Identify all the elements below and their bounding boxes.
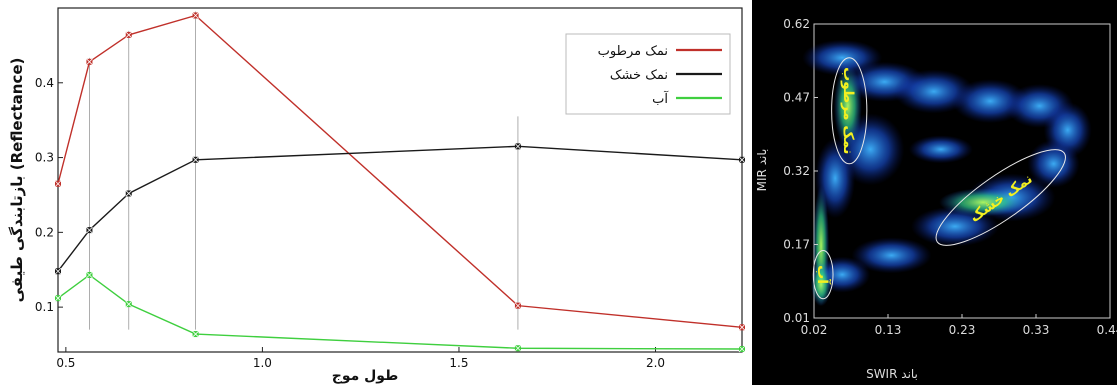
y-tick-label: 0.3 <box>35 151 54 165</box>
scatter-x-tick-label: 0.33 <box>1023 323 1050 337</box>
x-tick-label: 1.5 <box>449 356 468 370</box>
data-point-cross <box>192 156 199 164</box>
scatter-x-tick-label: 0.23 <box>949 323 976 337</box>
density-cluster <box>939 188 1028 217</box>
data-point-cross <box>514 143 522 150</box>
y-tick-label: 0.1 <box>35 300 54 314</box>
x-tick-label: 1.0 <box>253 356 272 370</box>
data-point-cross <box>192 330 199 338</box>
data-point-cross <box>125 300 133 308</box>
density-cluster <box>811 262 832 307</box>
legend-entry: نمک مرطوب <box>598 44 668 59</box>
series-line <box>57 274 743 350</box>
data-point-cross <box>738 324 746 331</box>
data-point-cross <box>738 156 746 164</box>
y-tick-label: 0.4 <box>35 76 54 90</box>
scatter-y-axis-label: MIR باند <box>755 149 769 192</box>
data-point-cross <box>86 226 93 234</box>
cluster-annotation: نمک مرطوب <box>831 57 868 165</box>
scatter-y-tick-label: 0.32 <box>783 164 810 178</box>
scatter-x-tick-label: 0.13 <box>875 323 902 337</box>
y-axis-label: بازتابندگی طیفی (Reflectance) <box>8 58 26 303</box>
scatter-y-tick-label: 0.17 <box>783 238 810 252</box>
x-axis-label: طول موج <box>332 368 399 384</box>
cluster-outline <box>935 149 1066 246</box>
scatter-x-tick-label: 0.44 <box>1097 323 1117 337</box>
series-line <box>57 145 743 272</box>
scatter-x-axis-label: SWIR باند <box>866 367 918 381</box>
data-point-cross <box>514 344 522 352</box>
cluster-outline <box>831 57 868 165</box>
data-point-cross <box>192 12 199 19</box>
series-line <box>57 14 743 329</box>
legend-entry: نمک خشک <box>610 68 668 83</box>
data-point-cross <box>86 271 93 279</box>
density-cluster <box>851 237 932 274</box>
cluster-label: آب <box>814 265 832 285</box>
data-point-cross <box>514 302 522 309</box>
legend: نمک مرطوب نمک خشک آب <box>565 33 731 115</box>
x-tick-label: 0.5 <box>56 356 75 370</box>
y-tick-label: 0.2 <box>35 225 54 239</box>
data-point-cross <box>125 31 133 39</box>
cluster-label: نمک مرطوب <box>840 67 856 154</box>
data-point-cross <box>54 180 62 188</box>
spectral-reflectance-chart: 0.5 1.0 1.5 2.0 0.1 0.2 0.3 0.4 بازتابندگی طیفی… <box>8 7 746 384</box>
data-point-cross <box>738 345 746 353</box>
data-point-cross <box>86 58 93 66</box>
density-cluster <box>833 63 862 148</box>
legend-entry: آب <box>652 90 669 107</box>
data-point-cross <box>54 294 62 302</box>
density-cluster <box>908 135 973 164</box>
scatter-y-tick-label: 0.47 <box>783 91 810 105</box>
scatter-x-tick-label: 0.02 <box>801 323 828 337</box>
x-tick-label: 2.0 <box>646 356 665 370</box>
cluster-annotation: آب <box>812 250 834 300</box>
data-point-cross <box>54 267 62 275</box>
scatter-y-tick-label: 0.62 <box>783 17 810 31</box>
cluster-outline <box>812 250 834 300</box>
scatter-y-tick-label: 0.01 <box>783 311 810 325</box>
data-point-cross <box>125 190 133 197</box>
